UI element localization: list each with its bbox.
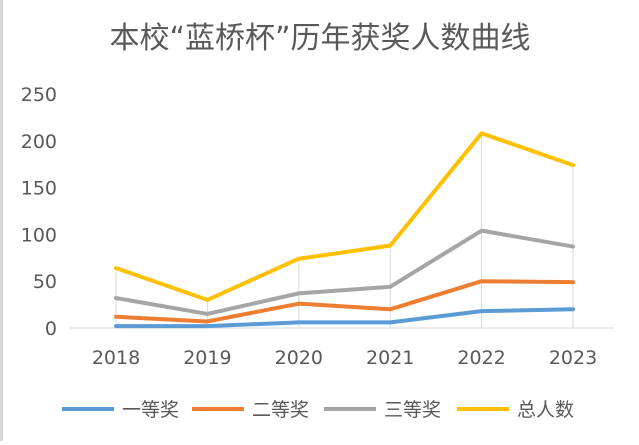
x-tick-label: 2020 <box>275 347 323 369</box>
chart-title: 本校“蓝桥杯”历年获奖人数曲线 <box>109 21 530 56</box>
left-border <box>0 0 3 441</box>
legend-label: 一等奖 <box>122 399 179 421</box>
y-axis-ticks: 0 50 100 150 200 250 <box>21 84 57 340</box>
y-tick-label: 0 <box>45 318 57 340</box>
legend-label: 总人数 <box>517 399 574 421</box>
y-tick-label: 100 <box>21 224 57 246</box>
x-axis-ticks: 2018 2019 2020 2021 2022 2023 <box>92 347 597 369</box>
y-tick-label: 150 <box>21 178 57 200</box>
series-lines <box>114 131 575 329</box>
x-tick-label: 2019 <box>183 347 231 369</box>
y-tick-label: 250 <box>21 84 57 106</box>
x-tick-label: 2021 <box>366 347 414 369</box>
series-line <box>114 131 575 302</box>
series-line <box>114 228 575 316</box>
y-tick-label: 50 <box>33 271 57 293</box>
series-line <box>114 307 575 329</box>
legend-label: 三等奖 <box>384 399 441 421</box>
x-tick-label: 2023 <box>549 347 597 369</box>
legend: 一等奖 二等奖 三等奖 总人数 <box>62 399 574 421</box>
legend-label: 二等奖 <box>252 399 309 421</box>
droplines <box>115 133 574 328</box>
x-tick-label: 2018 <box>92 347 140 369</box>
series-line <box>114 279 575 324</box>
y-tick-label: 200 <box>21 131 57 153</box>
x-tick-label: 2022 <box>457 347 505 369</box>
